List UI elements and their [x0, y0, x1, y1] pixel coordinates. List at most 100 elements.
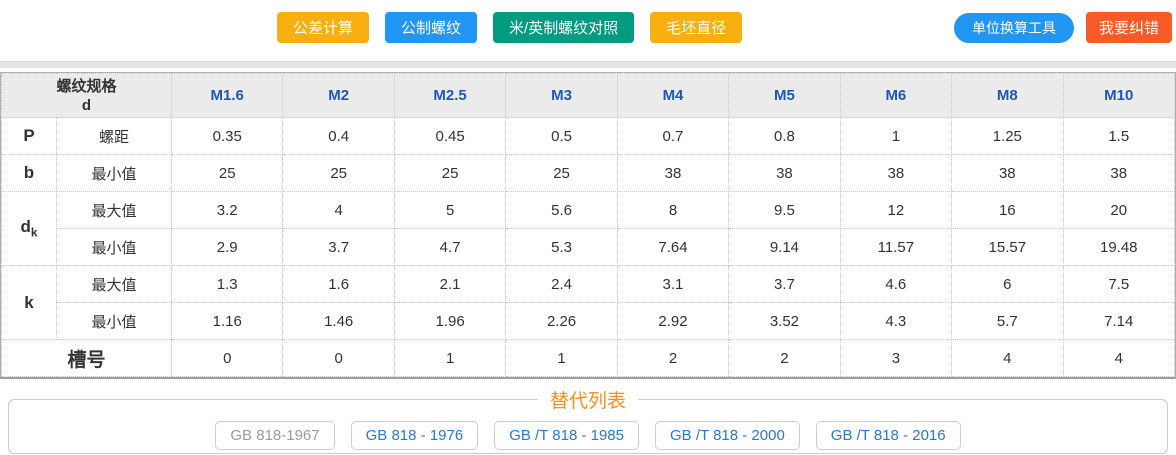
table-header-row: 螺纹规格 d M1.6 M2 M2.5 M3 M4 M5 M6 M8 M10	[0, 73, 1176, 118]
cell-value: 1.25	[951, 117, 1064, 155]
cell-value: 4.7	[393, 228, 507, 266]
column-header: M2.5	[393, 73, 507, 118]
cell-value: 2	[728, 339, 841, 377]
row-group-cell: dk	[1, 191, 57, 266]
corner-header-line2: d	[81, 96, 92, 114]
cell-value: 0.8	[728, 117, 841, 155]
cell-value: 16	[951, 191, 1064, 229]
column-header: M6	[839, 73, 953, 118]
cell-value: 3	[839, 339, 953, 377]
toolbar-button[interactable]: 公差计算	[277, 12, 370, 43]
cell-value: 0.35	[171, 117, 284, 155]
row-group-cell: P	[1, 117, 57, 155]
cell-value: 1	[393, 339, 507, 377]
top-toolbar: 公差计算 公制螺纹 米/英制螺纹对照 毛坯直径 单位换算工具 我要纠错	[0, 0, 1176, 55]
cell-value: 38	[616, 154, 730, 192]
spec-table-wrapper: 螺纹规格 d M1.6 M2 M2.5 M3 M4 M5 M6 M8 M10 P 螺距 0.35 0.…	[0, 72, 1176, 379]
row-group-cell: k	[1, 265, 57, 340]
cell-value: 7.64	[616, 228, 730, 266]
cell-value: 0.5	[505, 117, 618, 155]
spec-table: 螺纹规格 d M1.6 M2 M2.5 M3 M4 M5 M6 M8 M10 P 螺距 0.35 0.…	[0, 73, 1176, 377]
standard-version-button[interactable]: GB /T 818 - 1985	[494, 421, 639, 450]
row-group-label: 槽号	[67, 349, 106, 371]
row-sub-label: 最小值	[55, 154, 173, 192]
row-sub-label: 最大值	[55, 265, 173, 303]
cell-value: 38	[951, 154, 1064, 192]
cell-value: 0.45	[393, 117, 507, 155]
cell-value: 25	[171, 154, 284, 192]
cell-value: 9.14	[728, 228, 841, 266]
cell-value: 2.4	[505, 265, 618, 303]
cell-value: 20	[1062, 191, 1176, 229]
column-header: M3	[505, 73, 618, 118]
cell-value: 4	[282, 191, 395, 229]
column-header: M8	[951, 73, 1064, 118]
alternatives-button-row: GB 818-1967 GB 818 - 1976 GB /T 818 - 1985…	[9, 421, 1167, 450]
row-sub-label: 最小值	[55, 302, 173, 340]
cell-value: 0	[282, 339, 395, 377]
cell-value: 1	[839, 117, 953, 155]
divider-bar	[0, 61, 1176, 68]
cell-value: 1.6	[282, 265, 395, 303]
corner-header-line1: 螺纹规格	[56, 77, 117, 95]
cell-value: 12	[839, 191, 953, 229]
standard-version-button[interactable]: GB 818 - 1976	[350, 421, 479, 450]
cell-value: 3.7	[282, 228, 395, 266]
row-group-label: P	[23, 126, 35, 145]
column-header: M1.6	[171, 73, 284, 118]
cell-value: 2.1	[393, 265, 507, 303]
row-group-cell: b	[1, 154, 57, 192]
cell-value: 0	[171, 339, 284, 377]
cell-value: 4	[951, 339, 1064, 377]
row-sub-label: 最小值	[55, 228, 173, 266]
toolbar-button[interactable]: 毛坯直径	[650, 12, 743, 43]
cell-value: 5.6	[505, 191, 618, 229]
standard-version-button[interactable]: GB 818-1967	[215, 421, 335, 450]
cell-value: 7.5	[1062, 265, 1176, 303]
toolbar-button[interactable]: 公制螺纹	[385, 12, 478, 43]
cell-value: 19.48	[1062, 228, 1176, 266]
table-row: b 最小值 25 25 25 25 38 38 38 38 38	[1, 154, 1176, 192]
cell-value: 25	[505, 154, 618, 192]
cell-value: 9.5	[728, 191, 841, 229]
toolbar-right-group: 单位换算工具 我要纠错	[953, 12, 1172, 43]
alternatives-title: 替代列表	[537, 386, 639, 413]
cell-value: 25	[393, 154, 507, 192]
table-row: 最小值 2.9 3.7 4.7 5.3 7.64 9.14 11.57 15.57 19.48	[2, 228, 1176, 266]
cell-value: 38	[728, 154, 841, 192]
toolbar-button-group: 公差计算 公制螺纹 米/英制螺纹对照 毛坯直径	[277, 12, 743, 43]
row-group-label: dk	[20, 217, 38, 240]
table-row: dk 最大值 3.2 4 5 5.6 8 9.5 12 16 20	[1, 191, 1176, 266]
cell-value: 4.3	[839, 302, 953, 340]
cell-value: 6	[951, 265, 1064, 303]
cell-value: 3.2	[171, 191, 284, 229]
cell-value: 1.46	[282, 302, 395, 340]
row-sub-label: 最大值	[55, 191, 173, 229]
cell-value: 0.4	[282, 117, 395, 155]
row-group-cell: 槽号	[0, 339, 173, 377]
cell-value: 1.96	[393, 302, 507, 340]
column-header: M2	[282, 73, 395, 118]
cell-value: 15.57	[951, 228, 1064, 266]
cell-value: 2.92	[616, 302, 730, 340]
unit-converter-button[interactable]: 单位换算工具	[953, 12, 1074, 43]
toolbar-button[interactable]: 米/英制螺纹对照	[493, 12, 635, 43]
cell-value: 38	[1062, 154, 1176, 192]
standard-version-button[interactable]: GB /T 818 - 2000	[655, 421, 800, 450]
table-row: k 最大值 1.3 1.6 2.1 2.4 3.1 3.7 4.6 6 7.5	[1, 265, 1176, 340]
corner-header-cell: 螺纹规格 d	[0, 73, 173, 118]
cell-value: 0.7	[616, 117, 730, 155]
cell-value: 5	[393, 191, 507, 229]
column-header: M10	[1062, 73, 1176, 118]
row-group-label: b	[23, 163, 35, 182]
cell-value: 1	[505, 339, 618, 377]
cell-value: 2.9	[171, 228, 284, 266]
cell-value: 1.16	[171, 302, 284, 340]
standard-version-button[interactable]: GB /T 818 - 2016	[815, 421, 961, 450]
row-group-label: k	[24, 292, 34, 312]
cell-value: 38	[839, 154, 953, 192]
cell-value: 5.3	[505, 228, 618, 266]
cell-value: 2.26	[505, 302, 618, 340]
report-error-button[interactable]: 我要纠错	[1085, 12, 1172, 43]
alternatives-box: 替代列表 GB 818-1967 GB 818 - 1976 GB /T 818 -…	[8, 386, 1168, 454]
